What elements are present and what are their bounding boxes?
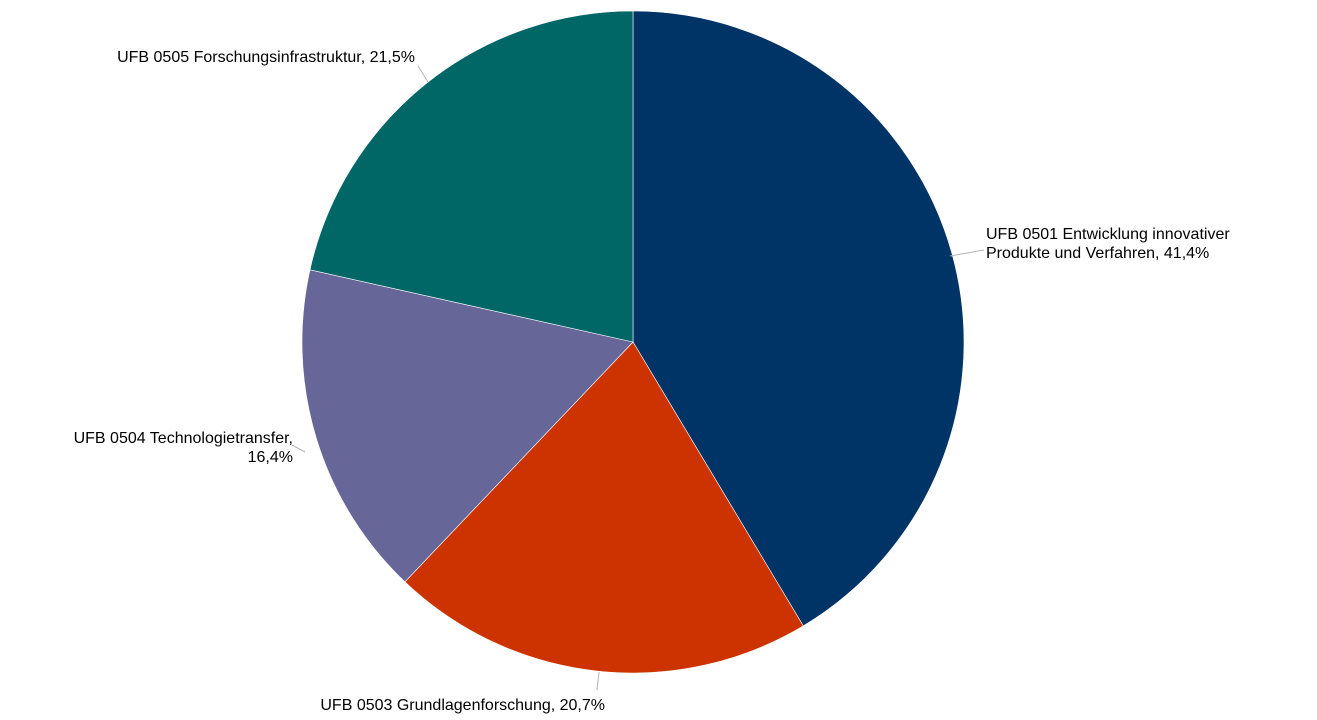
leader-line — [949, 249, 985, 257]
slice-label-line: Produkte und Verfahren, 41,4% — [986, 245, 1209, 262]
slices-layer — [301, 10, 965, 674]
leader-line — [417, 65, 429, 83]
pie-slice-ufb-0503 — [404, 341, 804, 674]
slice-label: UFB 0504 Technologietransfer, 16,4% — [74, 430, 293, 466]
slice-label-line: 16,4% — [248, 449, 293, 466]
slice-label-line: UFB 0501 Entwicklung innovativer — [986, 226, 1230, 243]
leader-line — [291, 444, 306, 453]
slice-label: UFB 0503 Grundlagenforschung, 20,7% — [320, 697, 605, 714]
leader-lines-layer — [291, 65, 985, 691]
slice-label: UFB 0501 Entwicklung innovativer Produkte… — [986, 226, 1230, 262]
pie-slice-ufb-0501 — [632, 10, 965, 627]
pie-slice-ufb-0505 — [309, 10, 634, 343]
slice-label-line: UFB 0505 Forschungsinfrastruktur, 21,5% — [117, 49, 415, 66]
labels-layer: UFB 0501 Entwicklung innovativer Produkte… — [74, 49, 1231, 714]
slice-label-line: UFB 0503 Grundlagenforschung, 20,7% — [320, 697, 605, 714]
pie-slice-ufb-0504 — [301, 269, 634, 583]
slice-label-line: UFB 0504 Technologietransfer, — [74, 430, 293, 447]
slice-label: UFB 0505 Forschungsinfrastruktur, 21,5% — [117, 49, 415, 66]
leader-line — [596, 671, 600, 691]
